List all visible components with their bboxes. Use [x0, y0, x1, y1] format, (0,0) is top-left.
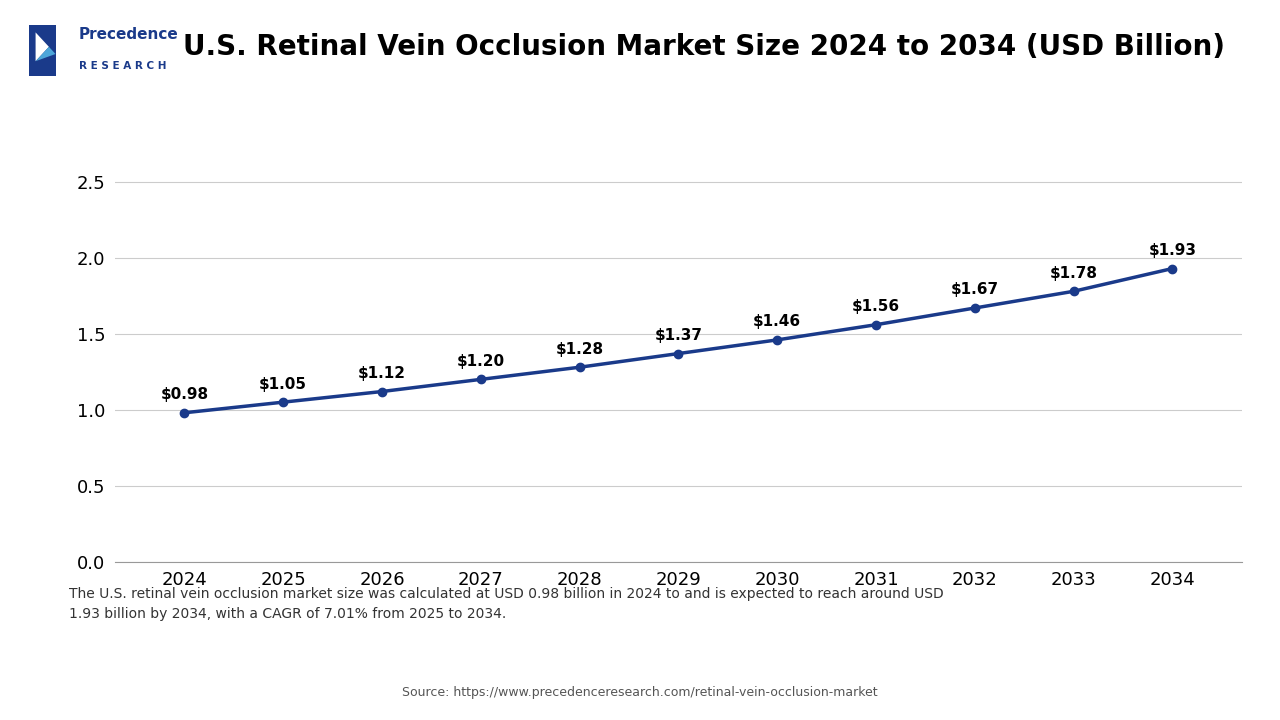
Text: Source: https://www.precedenceresearch.com/retinal-vein-occlusion-market: Source: https://www.precedenceresearch.c…: [402, 686, 878, 699]
Polygon shape: [36, 47, 55, 61]
Text: $1.20: $1.20: [457, 354, 504, 369]
Text: $0.98: $0.98: [160, 387, 209, 402]
Text: $1.05: $1.05: [259, 377, 307, 392]
Text: $1.12: $1.12: [358, 366, 406, 381]
Text: $1.67: $1.67: [951, 282, 998, 297]
Text: $1.56: $1.56: [852, 299, 900, 314]
Polygon shape: [36, 32, 49, 61]
Text: $1.93: $1.93: [1148, 243, 1197, 258]
Text: $1.37: $1.37: [654, 328, 703, 343]
Text: $1.78: $1.78: [1050, 266, 1098, 281]
Text: U.S. Retinal Vein Occlusion Market Size 2024 to 2034 (USD Billion): U.S. Retinal Vein Occlusion Market Size …: [183, 33, 1225, 60]
Text: R E S E A R C H: R E S E A R C H: [79, 61, 166, 71]
Text: The U.S. retinal vein occlusion market size was calculated at USD 0.98 billion i: The U.S. retinal vein occlusion market s…: [69, 587, 943, 621]
Polygon shape: [29, 25, 55, 76]
Text: $1.46: $1.46: [753, 314, 801, 329]
Text: Precedence: Precedence: [79, 27, 179, 42]
Text: $1.28: $1.28: [556, 341, 604, 356]
